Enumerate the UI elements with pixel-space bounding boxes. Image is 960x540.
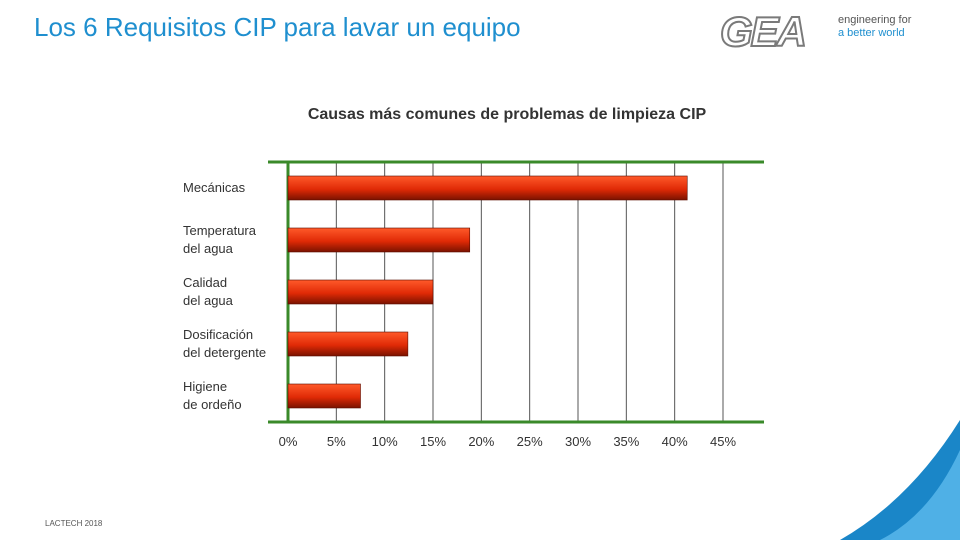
x-tick-label: 45% [710, 434, 736, 449]
logo-tagline-line1: engineering for [838, 14, 912, 26]
category-label-line: Temperatura [183, 223, 256, 238]
category-label-line: Dosificación [183, 327, 254, 342]
category-label: Higiene de ordeño [183, 378, 242, 414]
footer-text: LACTECH 2018 [45, 519, 103, 528]
logo-tagline: engineering for a better world [838, 14, 911, 40]
chart-title: Causas más comunes de problemas de limpi… [307, 106, 707, 123]
category-label-line: del agua [183, 241, 233, 256]
x-tick-label: 40% [662, 434, 688, 449]
x-tick-label: 5% [327, 434, 346, 449]
gea-logo: GEA engineering for a better world [719, 8, 920, 55]
category-label: Dosificación del detergente [183, 326, 266, 362]
corner-decoration [840, 420, 960, 540]
bar [287, 279, 434, 305]
x-tick-label: 30% [565, 434, 591, 449]
category-label-line: Calidad [183, 275, 228, 290]
bar [287, 383, 361, 409]
logo-wordmark: GEA [719, 8, 808, 55]
category-label: Mecánicas [183, 179, 245, 197]
logo-tagline-line2: a better world [838, 27, 905, 39]
x-tick-label: 20% [468, 434, 494, 449]
category-label-line: de ordeño [183, 397, 242, 412]
x-tick-label: 35% [613, 434, 639, 449]
slide-title: Los 6 Requisitos CIP para lavar un equip… [34, 12, 521, 42]
x-tick-label: 0% [279, 434, 298, 449]
x-tick-label: 25% [517, 434, 543, 449]
bar [287, 227, 471, 253]
category-label-line: Higiene [183, 379, 228, 394]
bar [287, 175, 688, 201]
x-tick-label: 10% [372, 434, 398, 449]
x-tick-label: 15% [420, 434, 446, 449]
category-label: Calidad del agua [183, 274, 233, 310]
bar [287, 331, 409, 357]
category-label-line: Mecánicas [183, 180, 246, 195]
category-label-line: del detergente [183, 345, 267, 360]
category-label: Temperatura del agua [183, 222, 256, 258]
category-label-line: del agua [183, 293, 233, 308]
